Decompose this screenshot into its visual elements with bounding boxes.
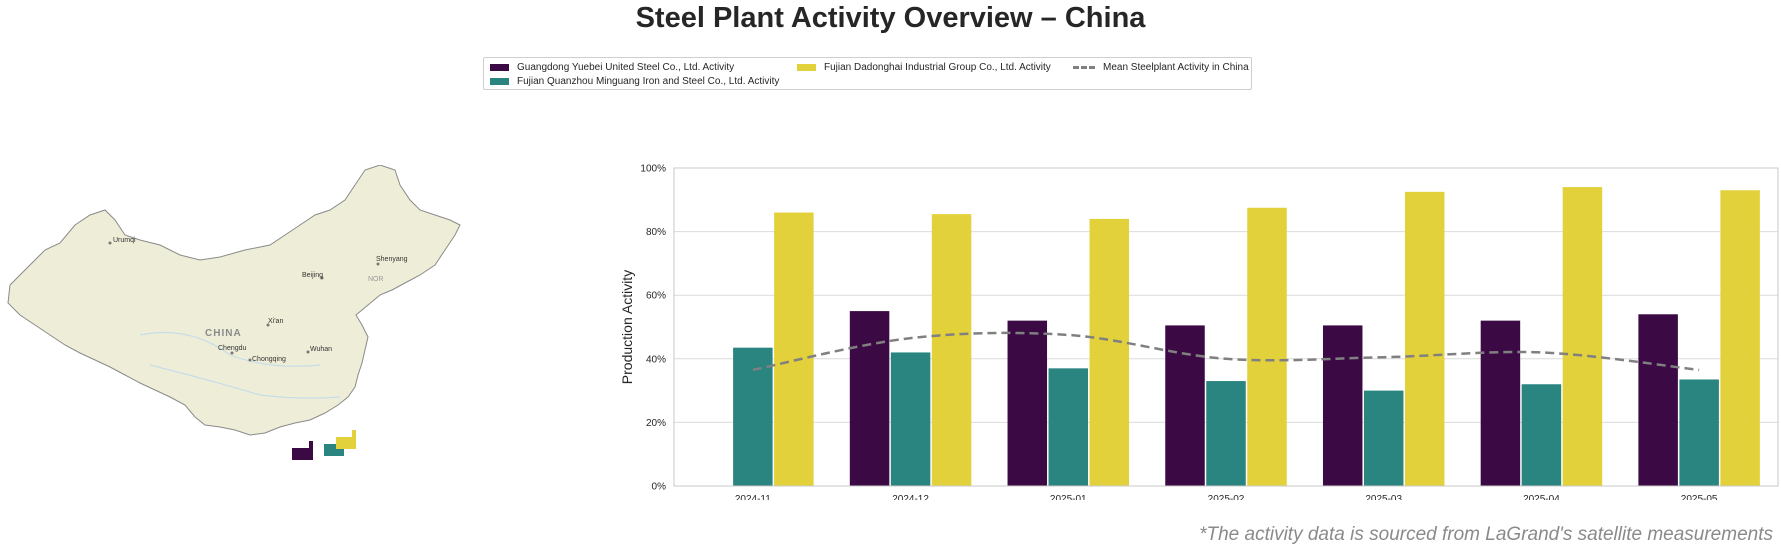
x-tick-label: 2025-02 [1208, 494, 1245, 500]
bar [1007, 320, 1048, 486]
factory-icon [336, 430, 356, 449]
x-axis-ticks: 2024-11 2024-12 2025-01 2025-02 2025-03 2025-… [735, 494, 1718, 500]
bar [733, 347, 773, 486]
legend-label: Mean Steelplant Activity in China [1103, 62, 1249, 73]
mean-activity-line [752, 331, 1700, 372]
y-tick-label: 0% [652, 482, 667, 493]
legend-label: Fujian Dadonghai Industrial Group Co., L… [824, 62, 1051, 73]
x-tick-label: 2024-11 [735, 494, 771, 500]
china-map: Urumqi Beijing Shenyang Xi'an Chengdu Ch… [7, 165, 461, 460]
river [149, 364, 341, 399]
bar [1521, 384, 1562, 486]
bar [890, 352, 931, 486]
legend-item-fujian-quanzhou: Fujian Quanzhou Minguang Iron and Steel … [490, 75, 779, 88]
bar [1322, 325, 1363, 486]
legend-swatch [490, 64, 509, 71]
bar [1048, 368, 1089, 486]
bar [1562, 187, 1603, 486]
bar [1480, 320, 1521, 486]
x-tick-label: 2025-04 [1523, 494, 1560, 500]
y-tick-label: 80% [646, 227, 666, 238]
bar [1089, 218, 1130, 486]
x-tick-label: 2024-12 [892, 494, 929, 500]
bar [1404, 191, 1445, 486]
y-tick-label: 40% [646, 354, 666, 365]
country-label: CHINA [205, 328, 242, 339]
legend-swatch [797, 64, 816, 71]
city-dot [376, 262, 380, 266]
city-dot [320, 276, 324, 280]
bar [1206, 381, 1246, 486]
city-label: Beijing [302, 272, 323, 279]
region-label: NOR [368, 276, 384, 283]
city-dot [108, 241, 112, 245]
legend: Guangdong Yuebei United Steel Co., Ltd. … [483, 57, 1252, 90]
factory-icon [292, 441, 313, 460]
china-outline [7, 165, 461, 436]
legend-item-mean-activity: Mean Steelplant Activity in China [1073, 61, 1249, 74]
city-label: Urumqi [113, 237, 136, 244]
city-label: Xi'an [268, 318, 283, 325]
legend-label: Fujian Quanzhou Minguang Iron and Steel … [517, 76, 780, 87]
y-axis-ticks: 0% 20% 40% 60% 80% 100% [640, 164, 666, 493]
legend-swatch [490, 78, 509, 85]
y-tick-label: 60% [646, 291, 666, 302]
city-dot [230, 351, 234, 355]
bar [774, 212, 814, 486]
bar [1679, 379, 1719, 486]
footnote: *The activity data is sourced from LaGra… [1199, 524, 1773, 545]
chart-title: Steel Plant Activity Overview – China [635, 2, 1146, 34]
city-dot [266, 323, 270, 327]
y-tick-label: 100% [640, 164, 666, 175]
bar [849, 311, 890, 486]
bar [1638, 314, 1678, 486]
city-label: Wuhan [310, 346, 332, 353]
city-dot [248, 358, 252, 362]
bar [1165, 325, 1205, 486]
bar [931, 214, 972, 487]
river [139, 332, 321, 367]
bar [1720, 190, 1760, 486]
legend-label: Guangdong Yuebei United Steel Co., Ltd. … [517, 62, 735, 73]
y-tick-label: 20% [646, 418, 666, 429]
x-tick-label: 2025-03 [1365, 494, 1402, 500]
legend-dash [1073, 66, 1095, 69]
bar [1363, 390, 1404, 486]
legend-item-guangdong-yuebei: Guangdong Yuebei United Steel Co., Ltd. … [490, 61, 734, 74]
legend-item-fujian-dadonghai: Fujian Dadonghai Industrial Group Co., L… [797, 61, 1051, 74]
bar-chart: 0% 20% 40% 60% 80% 100% 2024-11 2024-12 2025-01… [619, 164, 1779, 500]
x-tick-label: 2025-05 [1681, 494, 1718, 500]
city-dot [306, 350, 310, 354]
plot-frame [673, 167, 1779, 487]
city-label: Shenyang [376, 256, 408, 263]
bar [1247, 207, 1287, 486]
y-axis-label: Production Activity [619, 270, 635, 384]
city-label: Chongqing [252, 356, 286, 363]
x-tick-label: 2025-01 [1050, 494, 1087, 500]
city-label: Chengdu [218, 345, 247, 352]
bars [733, 187, 1760, 487]
